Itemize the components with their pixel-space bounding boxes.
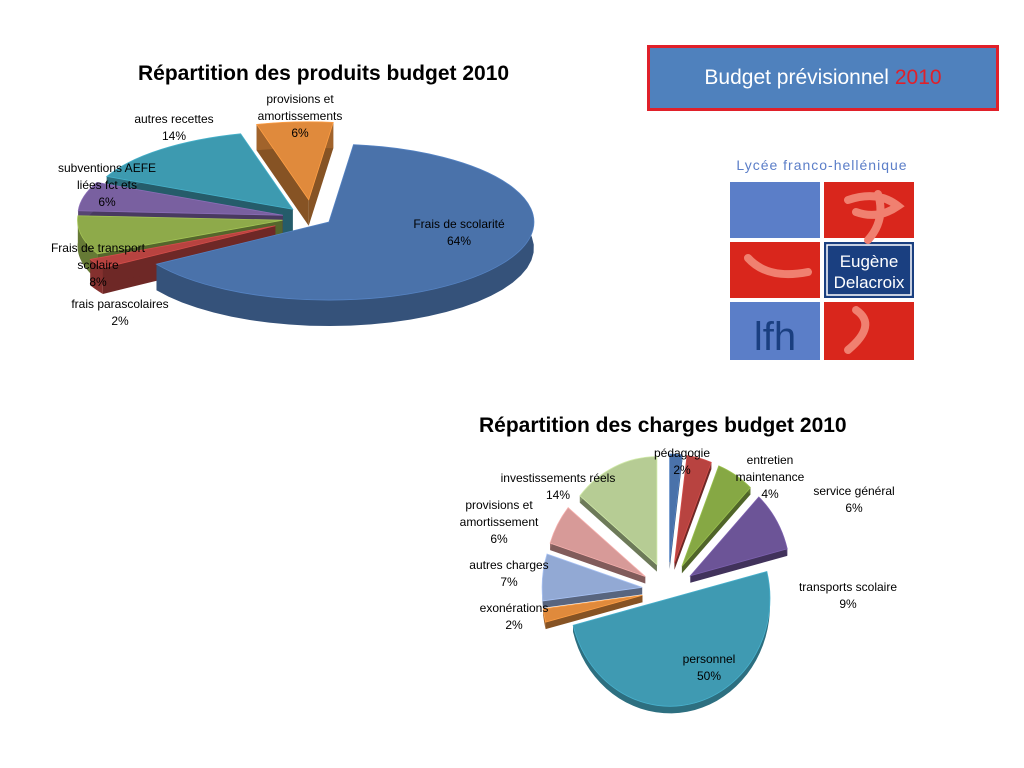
slice-label-personnel: personnel 50% xyxy=(682,652,736,683)
slice-top xyxy=(77,215,283,255)
slice-label-provisions-amortissement: provisions et amortissement 6% xyxy=(459,498,539,546)
slice-wall xyxy=(550,543,646,584)
slice-personnel xyxy=(572,571,771,714)
budget-title-box: Budget prévisionnel 2010 xyxy=(647,45,999,111)
slice-label-provisions: provisions et amortissements 6% xyxy=(257,92,343,140)
slice-label-transports: transports scolaire 9% xyxy=(798,580,898,611)
chart-title-charges: Répartition des charges budget 2010 xyxy=(479,414,847,437)
slice-label-subventions: subventions AEFE liées fct ets 6% xyxy=(57,161,157,209)
slice-pedagogie xyxy=(669,453,683,569)
logo-tile xyxy=(730,182,820,238)
slice-top xyxy=(579,456,658,566)
logo-swirl xyxy=(744,254,812,279)
logo-name-line1: Eugène xyxy=(840,252,899,271)
slice-wall xyxy=(674,462,712,570)
budget-label: Budget prévisionnel xyxy=(704,66,889,89)
slice-label-frais-parascolaires: frais parascolaires 2% xyxy=(71,297,169,328)
slice-autres-charges xyxy=(541,553,643,608)
slice-top xyxy=(541,553,643,602)
chart-title-produits: Répartition des produits budget 2010 xyxy=(138,62,510,85)
slice-investissements-reels xyxy=(579,456,658,572)
slice-label-service-general: service général 6% xyxy=(813,484,895,515)
logo-name-frame xyxy=(826,244,912,296)
logo-tile xyxy=(730,302,820,360)
slice-label-frais-scolarite: Frais de scolarité 64% xyxy=(413,217,505,248)
slice-frais-de-scolarite xyxy=(155,144,535,327)
budget-year: 2010 xyxy=(894,66,942,89)
slice-top xyxy=(681,465,751,567)
slice-top xyxy=(542,594,643,623)
slice-wall xyxy=(579,495,657,572)
slice-wall xyxy=(256,124,309,226)
slice-provisions-et-amortissement xyxy=(549,507,646,584)
slice-top xyxy=(105,133,294,210)
slice-wall xyxy=(308,122,334,226)
slice-top xyxy=(77,181,283,216)
slice-wall xyxy=(542,587,643,608)
slice-top xyxy=(689,496,788,577)
school-logo: Lycée franco-hellénique Eugène Delacroix… xyxy=(730,157,914,360)
slice-top xyxy=(89,225,276,269)
slice-top xyxy=(669,453,683,563)
slice-service-general xyxy=(681,465,751,574)
slice-wall xyxy=(681,487,751,574)
slice-top xyxy=(155,144,535,301)
slice-transports-scolaire xyxy=(689,496,788,583)
slice-label-autres-recettes: autres recettes 14% xyxy=(134,112,214,143)
logo-tile xyxy=(824,302,914,360)
slice-top xyxy=(549,507,646,577)
slice-label-investissements: investissements réels 14% xyxy=(500,471,616,502)
slice-entretien-maintenance xyxy=(674,455,712,570)
slice-provisions-et-amortissements xyxy=(255,121,334,226)
slice-exonerations xyxy=(542,594,643,630)
slice-top xyxy=(255,121,334,201)
slice-top xyxy=(572,571,771,707)
slice-rim xyxy=(90,259,103,294)
logo-name-line2: Delacroix xyxy=(834,273,905,292)
logo-tile xyxy=(824,242,914,298)
logo-swirl xyxy=(844,306,870,354)
logo-monogram: lfh xyxy=(754,315,796,359)
slice-label-autres-charges: autres charges 7% xyxy=(469,558,549,589)
slice-label-transport: Frais de transport scolaire 8% xyxy=(50,241,146,289)
logo-swirl xyxy=(844,190,905,244)
slice-label-pedagogie: pédagogie 2% xyxy=(653,446,711,477)
slice-wall xyxy=(90,225,276,286)
slice-label-exonerations: exonérations 2% xyxy=(479,601,549,632)
slice-top xyxy=(674,455,712,563)
slice-label-entretien: entretien maintenance 4% xyxy=(735,453,805,501)
logo-school-name: Lycée franco-hellénique xyxy=(736,157,907,173)
slice-wall xyxy=(690,548,788,583)
